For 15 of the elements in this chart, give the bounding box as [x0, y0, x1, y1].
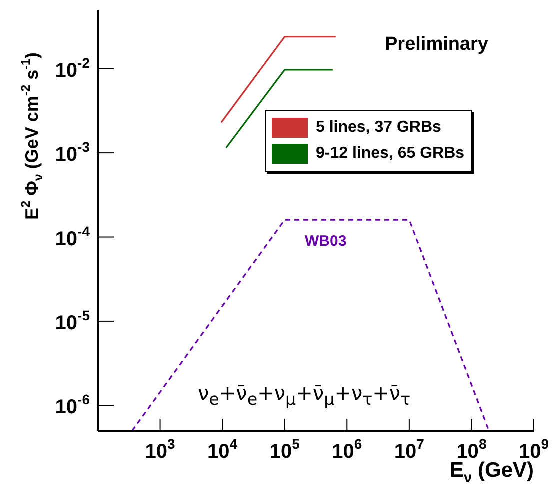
y-tick-label: 10$^{-6}$: [55, 392, 90, 419]
legend-label: 9-12 lines, 65 GRBs: [316, 145, 465, 163]
legend-label: 5 lines, 37 GRBs: [316, 119, 442, 137]
x-tick-label: 10$^{4}$: [208, 436, 238, 463]
annotation: WB03: [305, 233, 347, 250]
y-tick-label: 10$^{-3}$: [55, 139, 90, 166]
x-tick-label: 10$^{5}$: [270, 436, 300, 463]
y-tick-label: 10$^{-4}$: [55, 223, 90, 250]
y-tick-label: 10$^{-2}$: [55, 54, 90, 82]
text: ν$_{e}$+ν̄$_{e}$+ν$_{μ}$+ν̄$_{μ}$+ν$_{τ}$+ν̄$_{τ}$: [198, 381, 411, 409]
x-tick-label: 10$^{3}$: [145, 436, 176, 463]
x-tick-label: 10$^{6}$: [332, 436, 362, 463]
annotation: Preliminary: [385, 34, 488, 56]
y-tick-label: 10$^{-5}$: [55, 307, 90, 334]
x-tick-label: 10$^{7}$: [394, 436, 425, 463]
